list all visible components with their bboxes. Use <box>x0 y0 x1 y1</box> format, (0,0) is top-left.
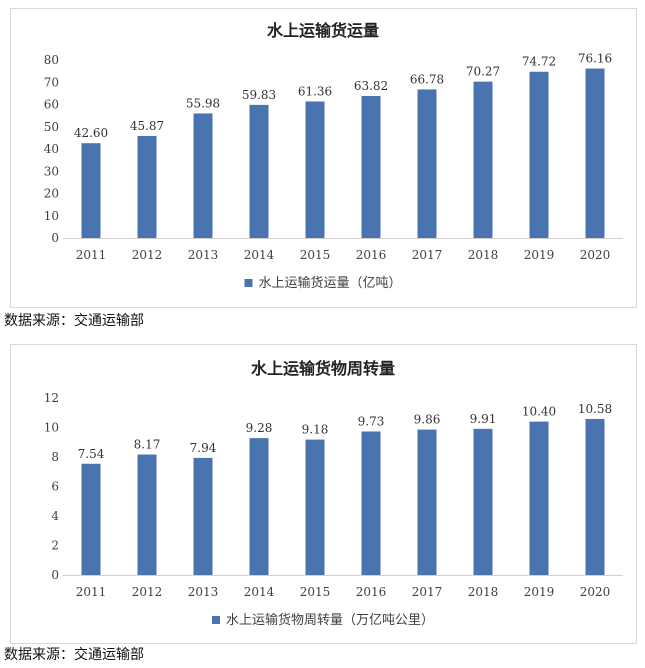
source-note: 数据来源：交通运输部 <box>4 647 144 663</box>
bar <box>249 438 269 575</box>
legend-swatch <box>211 616 220 624</box>
x-tick-label: 2014 <box>244 585 275 599</box>
legend-label: 水上运输货物周转量（万亿吨公里） <box>226 612 434 628</box>
x-tick-label: 2019 <box>524 585 555 599</box>
x-tick-label: 2013 <box>188 585 219 599</box>
x-tick-label: 2016 <box>356 585 387 599</box>
x-tick-label: 2019 <box>524 248 555 262</box>
bar <box>473 81 493 238</box>
data-label: 9.86 <box>414 413 441 427</box>
x-tick-label: 2020 <box>580 585 611 599</box>
bar <box>137 135 157 238</box>
bar <box>361 96 381 238</box>
bar <box>585 68 605 238</box>
x-tick-label: 2011 <box>76 585 107 599</box>
chart-title: 水上运输货物周转量 <box>251 359 395 378</box>
y-tick-label: 0 <box>51 231 59 245</box>
x-tick-label: 2014 <box>244 248 275 262</box>
data-label: 7.54 <box>78 447 105 461</box>
data-label: 9.18 <box>302 423 329 437</box>
legend-swatch <box>244 279 253 287</box>
legend: 水上运输货运量（亿吨） <box>244 275 402 291</box>
data-label: 45.87 <box>130 119 164 133</box>
x-tick-label: 2012 <box>132 248 163 262</box>
y-tick-label: 6 <box>51 480 59 494</box>
data-label: 61.36 <box>298 84 332 98</box>
data-label: 59.83 <box>242 88 276 102</box>
data-label: 70.27 <box>466 65 500 79</box>
freight-volume-chart: 水上运输货运量 0 10 20 30 40 50 60 70 80 42.60 2011 45.87 2… <box>44 21 623 291</box>
x-tick-label: 2015 <box>300 585 331 599</box>
x-tick-label: 2011 <box>76 248 107 262</box>
freight-turnover-chart-panel: 水上运输货物周转量 0 2 4 6 8 10 12 7.54 2011 8.17 2012 7.94 2… <box>10 344 637 644</box>
data-label: 9.91 <box>470 412 497 426</box>
y-tick-label: 0 <box>51 568 59 582</box>
bar <box>417 89 437 239</box>
y-tick-label: 60 <box>44 98 59 112</box>
data-label: 63.82 <box>354 79 388 93</box>
chart-title: 水上运输货运量 <box>267 21 379 40</box>
x-tick-label: 2018 <box>468 248 499 262</box>
legend: 水上运输货物周转量（万亿吨公里） <box>211 612 434 628</box>
bar <box>417 429 437 575</box>
data-label: 9.28 <box>246 421 273 435</box>
y-tick-label: 20 <box>44 187 59 201</box>
bar <box>585 418 605 575</box>
source-note: 数据来源：交通运输部 <box>4 313 144 329</box>
x-tick-label: 2018 <box>468 585 499 599</box>
bar <box>193 457 213 575</box>
bar <box>305 439 325 575</box>
data-label: 74.72 <box>522 55 556 69</box>
y-tick-label: 10 <box>44 209 59 223</box>
bar <box>81 463 101 575</box>
freight-volume-chart-panel: 水上运输货运量 0 10 20 30 40 50 60 70 80 42.60 2011 45.87 2… <box>10 8 637 308</box>
data-label: 10.58 <box>578 402 612 416</box>
bar <box>473 428 493 575</box>
data-label: 66.78 <box>410 72 444 86</box>
y-tick-label: 30 <box>44 164 59 178</box>
data-label: 10.40 <box>522 405 556 419</box>
y-tick-label: 80 <box>44 53 59 67</box>
bar <box>361 431 381 575</box>
bar <box>529 71 549 238</box>
x-tick-label: 2017 <box>412 585 443 599</box>
x-tick-label: 2012 <box>132 585 163 599</box>
data-label: 76.16 <box>578 52 612 66</box>
y-tick-label: 70 <box>44 75 59 89</box>
freight-turnover-chart: 水上运输货物周转量 0 2 4 6 8 10 12 7.54 2011 8.17 2012 7.94 2… <box>44 359 623 628</box>
bar <box>137 454 157 575</box>
data-label: 55.98 <box>186 96 220 110</box>
data-label: 9.73 <box>358 414 385 428</box>
y-tick-label: 8 <box>51 450 59 464</box>
y-tick-label: 50 <box>44 120 59 134</box>
y-tick-label: 4 <box>51 509 59 523</box>
y-tick-label: 10 <box>44 421 59 435</box>
y-tick-label: 2 <box>51 539 59 553</box>
data-label: 7.94 <box>190 441 217 455</box>
bar <box>193 113 213 238</box>
x-tick-label: 2015 <box>300 248 331 262</box>
y-tick-label: 40 <box>44 142 59 156</box>
bar <box>81 143 101 238</box>
x-tick-label: 2017 <box>412 248 443 262</box>
bar <box>249 104 269 238</box>
bar <box>529 421 549 575</box>
y-tick-label: 12 <box>44 391 59 405</box>
legend-label: 水上运输货运量（亿吨） <box>258 275 401 291</box>
x-tick-label: 2020 <box>580 248 611 262</box>
data-label: 8.17 <box>134 437 161 451</box>
data-label: 42.60 <box>74 126 108 140</box>
x-tick-label: 2016 <box>356 248 387 262</box>
x-tick-label: 2013 <box>188 248 219 262</box>
bar <box>305 101 325 238</box>
